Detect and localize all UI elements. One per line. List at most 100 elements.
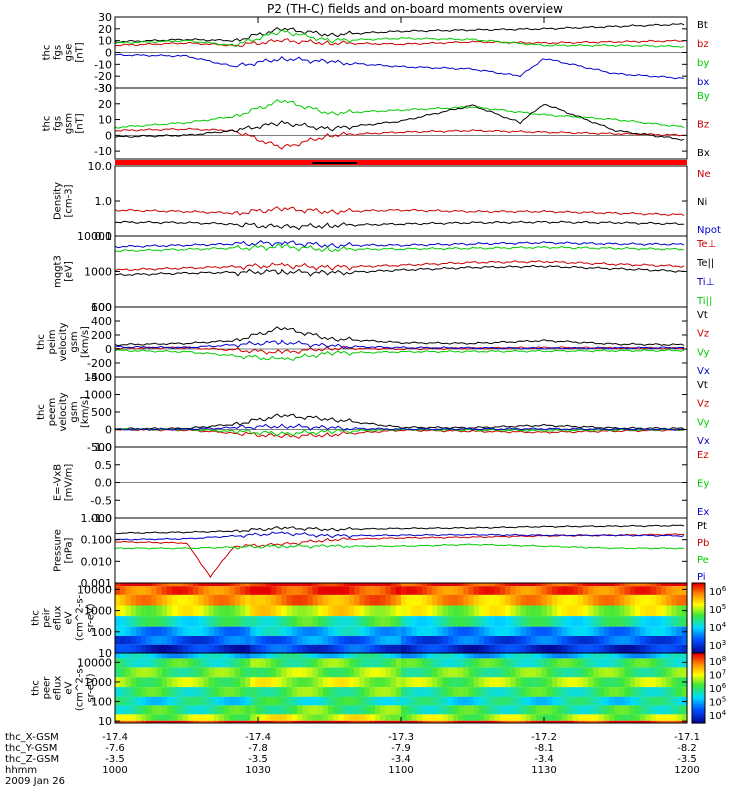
spectrogram-cell: [115, 720, 121, 723]
spectrogram-cell: [593, 594, 600, 606]
spectrogram-cell: [135, 705, 142, 715]
spectrogram-cell: [577, 626, 584, 636]
y-tick-label: -20: [94, 70, 112, 83]
spectrogram-cell: [369, 677, 376, 688]
figure-title: P2 (TH-C) fields and on-board moments ov…: [267, 2, 563, 16]
spectrogram-cell: [203, 705, 210, 715]
spectrogram-cell: [167, 586, 173, 595]
spectrogram-cell: [213, 720, 220, 723]
spectrogram-cell: [572, 636, 579, 645]
spectrogram-cell: [146, 605, 152, 617]
spectrogram-cell: [577, 594, 584, 606]
spectrogram-cell: [328, 720, 334, 723]
spectrogram-cell: [463, 605, 470, 617]
spectrogram-cell: [494, 653, 501, 659]
series-line-Ti||: [114, 243, 685, 253]
spectrogram-cell: [453, 696, 459, 706]
y-tick-label: 10: [98, 715, 112, 728]
spectrogram-cell: [421, 687, 428, 697]
spectrogram-cell: [156, 636, 163, 645]
spectrogram-cell: [645, 714, 652, 721]
spectrogram-cell: [239, 714, 246, 721]
spectrogram-cell: [525, 653, 532, 659]
spectrogram-cell: [291, 583, 298, 587]
spectrogram-cell: [458, 696, 464, 706]
spectrogram-cell: [146, 658, 152, 668]
spectrogram-cell: [442, 658, 449, 668]
spectrogram-cell: [229, 677, 236, 688]
spectrogram-cell: [156, 687, 163, 697]
spectrogram-cell: [177, 667, 184, 678]
spectrogram-cell: [546, 653, 553, 659]
x-axis-row-value: -3.5: [248, 754, 268, 765]
spectrogram-cell: [484, 583, 490, 587]
spectrogram-cell: [385, 594, 392, 606]
spectrogram-cell: [515, 583, 522, 587]
spectrogram-cell: [442, 677, 449, 688]
spectrogram-cell: [640, 720, 646, 723]
spectrogram-cell: [395, 626, 402, 636]
spectrogram-cell: [265, 677, 272, 688]
spectrogram-cell: [432, 714, 438, 721]
spectrogram-cell: [453, 658, 459, 668]
spectrogram-cell: [125, 696, 132, 706]
spectrogram-cell: [572, 653, 579, 659]
spectrogram-cell: [359, 626, 366, 636]
series-line-Te||: [114, 264, 685, 277]
spectrogram-cell: [239, 667, 246, 678]
spectrogram-cell: [115, 583, 121, 587]
colorbar-segment: [692, 600, 705, 603]
x-axis-row-value: 1130: [531, 765, 556, 776]
spectrogram-cell: [193, 687, 199, 697]
spectrogram-cell: [661, 605, 667, 617]
spectrogram-cell: [260, 605, 267, 617]
spectrogram-cell: [458, 705, 464, 715]
spectrogram-cell: [577, 658, 584, 668]
spectrogram-cell: [380, 616, 386, 627]
spectrogram-cell: [317, 594, 324, 606]
spectrogram-cell: [609, 644, 615, 653]
spectrogram-cell: [349, 636, 355, 645]
spectrogram-cell: [281, 714, 288, 721]
spectrogram-cell: [479, 687, 485, 697]
spectrogram-cell: [671, 594, 678, 606]
spectrogram-cell: [588, 687, 594, 697]
spectrogram-cell: [427, 667, 433, 678]
spectrogram-cell: [531, 677, 537, 688]
spectrogram-cell: [359, 677, 366, 688]
spectrogram-cell: [505, 667, 511, 678]
x-axis-row-value: -7.8: [248, 743, 268, 754]
spectrogram-cell: [421, 696, 428, 706]
spectrogram-cell: [515, 677, 522, 688]
spectrogram-cell: [676, 636, 683, 645]
spectrogram-cell: [364, 653, 371, 659]
spectrogram-cell: [135, 658, 142, 668]
spectrogram-cell: [135, 653, 142, 659]
spectrogram-cell: [333, 658, 340, 668]
panel-frame: [114, 165, 688, 237]
spectrogram-cell: [239, 605, 246, 617]
spectrogram-cell: [120, 653, 126, 659]
spectrogram-cell: [187, 626, 194, 636]
spectrogram-cell: [655, 720, 662, 723]
spectrogram-cell: [193, 605, 199, 617]
spectrogram-cell: [260, 714, 267, 721]
spectrogram-cell: [567, 714, 574, 721]
spectrogram-cell: [484, 626, 490, 636]
spectrogram-cell: [531, 667, 537, 678]
spectrogram-cell: [271, 605, 277, 617]
spectrogram-cell: [182, 636, 189, 645]
spectrogram-cell: [208, 696, 215, 706]
spectrogram-cell: [328, 626, 334, 636]
spectrogram-cell: [583, 720, 589, 723]
spectrogram-cell: [167, 720, 173, 723]
spectrogram-cell: [416, 586, 423, 595]
spectrogram-cell: [645, 605, 652, 617]
y-tick-label: -30: [94, 82, 112, 95]
spectrogram-cell: [276, 644, 282, 653]
spectrogram-cell: [681, 705, 688, 715]
spectrogram-cell: [520, 687, 527, 697]
spectrogram-cell: [468, 644, 475, 653]
spectrogram-cell: [276, 696, 282, 706]
